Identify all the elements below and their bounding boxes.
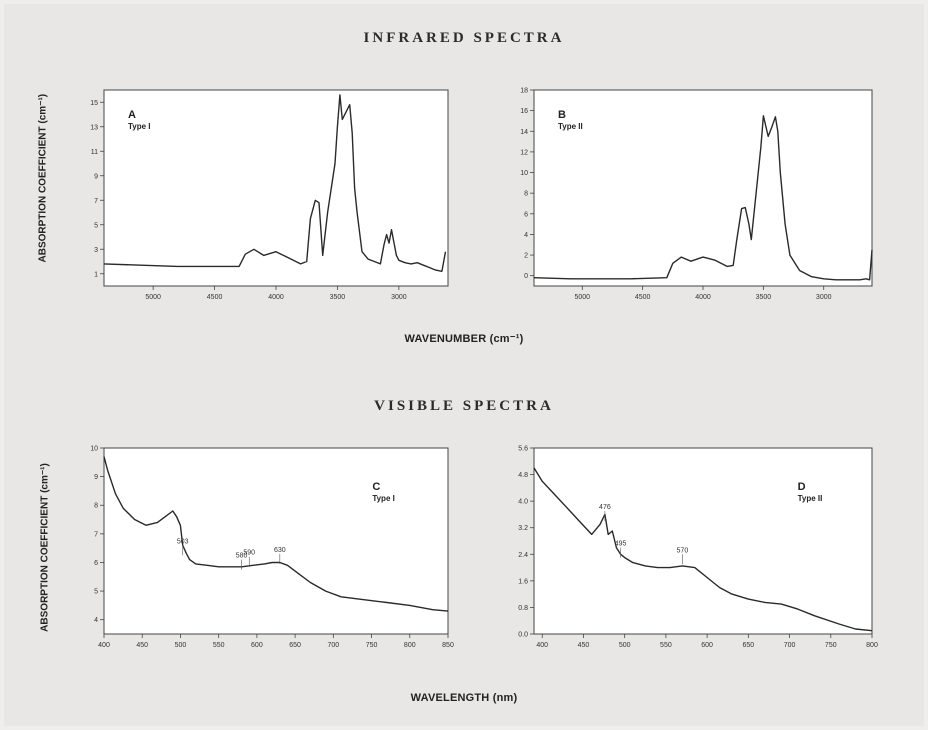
panel-b-x-tick-label: 4500 [635, 294, 651, 301]
panel-c-x-tick-label: 500 [175, 642, 187, 649]
panel-c-type-label: Type I [372, 494, 395, 503]
panel-b-x-tick-label: 4000 [695, 294, 711, 301]
ir-y-axis-label: ABSORPTION COEFFICIENT (cm⁻¹) [37, 93, 49, 263]
panel-c-y-tick-label: 8 [94, 503, 98, 510]
panel-c-peak-label: 590 [243, 550, 255, 557]
panel-c-y-tick-label: 7 [94, 531, 98, 538]
panel-a-plot-area [103, 89, 449, 287]
panel-d-x-tick-label: 600 [701, 642, 713, 649]
panel-d-plot-area [533, 447, 873, 635]
panel-d-y-tick-label: 4.0 [518, 499, 528, 506]
panel-a-y-tick-label: 13 [90, 124, 98, 131]
panel-d-chart: 400 450 500 550 600 650 700 750 800 0.0 0.8 1.6 2.4 3… [518, 446, 878, 650]
panel-c-x-tick-label: 700 [327, 642, 339, 649]
panel-d-spectrum-line [533, 467, 873, 632]
panel-c-peak-label: 630 [274, 547, 286, 554]
panel-c-x-tick-label: 850 [442, 642, 454, 649]
panel-b-x-tick-label: 3500 [756, 294, 772, 301]
panel-d-x-tick-label: 800 [866, 642, 878, 649]
panel-d-x-tick-label: 650 [742, 642, 754, 649]
panel-c-spectrum-line [103, 456, 449, 612]
panel-d-x-tick-label: 550 [660, 642, 672, 649]
panel-d-x-tick-label: 700 [784, 642, 796, 649]
panel-c-x-tick-label: 800 [404, 642, 416, 649]
visible-spectra-title: VISIBLE SPECTRA [374, 398, 554, 414]
panel-a-x-tick-label: 3500 [330, 294, 346, 301]
panel-a-spectrum-line [103, 94, 447, 272]
panel-d-y-tick-label: 0.8 [518, 605, 528, 612]
panel-b-y-tick-label: 12 [520, 149, 528, 156]
panel-c-peak-label: 503 [177, 538, 189, 545]
panel-b-y-tick-label: 6 [524, 211, 528, 218]
panel-a-x-tick-label: 5000 [145, 294, 161, 301]
panel-c-x-tick-label: 450 [136, 642, 148, 649]
panel-a-y-tick-label: 15 [90, 100, 98, 107]
panel-d-y-tick-label: 1.6 [518, 578, 528, 585]
panel-a-y-tick-label: 11 [91, 149, 98, 156]
infrared-spectra-title: INFRARED SPECTRA [363, 30, 565, 46]
panel-c-plot-area [103, 447, 449, 635]
panel-c-y-tick-label: 5 [94, 589, 98, 596]
panel-b-plot-area [533, 89, 873, 287]
panel-c-x-tick-label: 750 [366, 642, 378, 649]
panel-d-y-tick-label: 2.4 [518, 552, 528, 559]
panel-d-peak-label: 476 [599, 504, 611, 511]
panel-b-x-tick-label: 5000 [574, 294, 590, 301]
panel-a-type-label: Type I [128, 122, 151, 131]
panel-c-y-tick-label: 6 [94, 560, 98, 567]
panel-c-y-tick-label: 10 [90, 446, 98, 453]
panel-d-letter: D [798, 481, 806, 493]
panel-d-type-label: Type II [798, 494, 823, 503]
panel-b-y-tick-label: 14 [520, 129, 528, 136]
panel-d-y-tick-label: 4.8 [518, 472, 528, 479]
panel-a-x-tick-label: 4000 [268, 294, 284, 301]
panel-b-spectrum-line [533, 115, 873, 281]
panel-d-x-tick-label: 750 [825, 642, 837, 649]
panel-c-y-tick-label: 4 [94, 617, 98, 624]
panel-b-type-label: Type II [558, 122, 583, 131]
visible-x-axis-label: WAVELENGTH (nm) [410, 692, 518, 704]
panel-c-x-tick-label: 600 [251, 642, 263, 649]
panel-a-y-tick-label: 1 [94, 271, 98, 278]
visible-y-axis-label: ABSORPTION COEFFICIENT (cm⁻¹) [39, 463, 51, 632]
panel-d-peak-label: 570 [677, 547, 689, 554]
panel-c-peak-label: 580 [236, 553, 248, 560]
panel-d-x-tick-label: 400 [536, 642, 548, 649]
panel-b-letter: B [558, 109, 566, 121]
panel-d-x-tick-label: 500 [619, 642, 631, 649]
panel-b-y-tick-label: 0 [524, 273, 528, 280]
panel-c-letter: C [372, 481, 380, 493]
panel-b-y-tick-label: 2 [524, 253, 528, 260]
panel-a-y-tick-label: 7 [94, 198, 98, 205]
panel-b-y-tick-label: 10 [520, 170, 528, 177]
panel-c-y-tick-label: 9 [94, 474, 98, 481]
ir-x-axis-label: WAVENUMBER (cm⁻¹) [404, 333, 524, 345]
panel-b-chart: 5000 4500 4000 3500 3000 0 2 4 6 8 10 12 14 16 18 BType… [520, 88, 873, 301]
panel-a-y-tick-label: 5 [94, 222, 98, 229]
panel-a-y-tick-label: 9 [94, 173, 98, 180]
panel-a-x-tick-label: 4500 [207, 294, 223, 301]
panel-c-x-tick-label: 550 [213, 642, 225, 649]
panel-c-x-tick-label: 650 [289, 642, 301, 649]
panel-d-y-tick-label: 5.6 [518, 446, 528, 453]
panel-d-peak-label: 495 [615, 541, 627, 548]
panel-a-y-tick-label: 3 [94, 247, 98, 254]
panel-b-y-tick-label: 18 [520, 88, 528, 95]
panel-c-chart: 400 450 500 550 600 650 700 750 800 850 4 5 6 7 8 9 10 50… [90, 446, 454, 650]
panel-a-letter: A [128, 109, 136, 121]
panel-d-y-tick-label: 0.0 [518, 632, 528, 639]
panel-a-x-tick-label: 3000 [391, 294, 407, 301]
panel-b-y-tick-label: 16 [520, 108, 528, 115]
panel-b-y-tick-label: 8 [524, 191, 528, 198]
panel-d-y-tick-label: 3.2 [518, 525, 528, 532]
panel-c-x-tick-label: 400 [98, 642, 110, 649]
panel-b-x-tick-label: 3000 [816, 294, 832, 301]
panel-b-y-tick-label: 4 [524, 232, 528, 239]
panel-d-x-tick-label: 450 [578, 642, 590, 649]
